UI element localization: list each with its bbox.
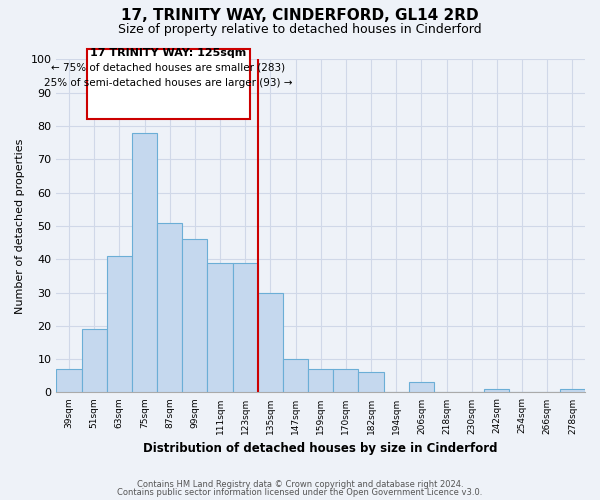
X-axis label: Distribution of detached houses by size in Cinderford: Distribution of detached houses by size … xyxy=(143,442,498,455)
Text: Contains HM Land Registry data © Crown copyright and database right 2024.: Contains HM Land Registry data © Crown c… xyxy=(137,480,463,489)
Bar xyxy=(132,132,157,392)
Bar xyxy=(308,369,333,392)
Bar xyxy=(82,329,107,392)
Bar xyxy=(208,262,233,392)
Bar xyxy=(333,369,358,392)
Bar xyxy=(283,359,308,392)
Bar xyxy=(182,239,208,392)
Bar xyxy=(233,262,258,392)
Bar xyxy=(560,389,585,392)
Text: Contains public sector information licensed under the Open Government Licence v3: Contains public sector information licen… xyxy=(118,488,482,497)
Bar xyxy=(157,222,182,392)
Bar xyxy=(107,256,132,392)
FancyBboxPatch shape xyxy=(86,50,250,119)
Text: 17, TRINITY WAY, CINDERFORD, GL14 2RD: 17, TRINITY WAY, CINDERFORD, GL14 2RD xyxy=(121,8,479,22)
Bar xyxy=(56,369,82,392)
Bar xyxy=(358,372,383,392)
Y-axis label: Number of detached properties: Number of detached properties xyxy=(15,138,25,314)
Text: 25% of semi-detached houses are larger (93) →: 25% of semi-detached houses are larger (… xyxy=(44,78,293,88)
Bar xyxy=(484,389,509,392)
Bar xyxy=(409,382,434,392)
Text: Size of property relative to detached houses in Cinderford: Size of property relative to detached ho… xyxy=(118,22,482,36)
Text: 17 TRINITY WAY: 125sqm: 17 TRINITY WAY: 125sqm xyxy=(91,48,247,58)
Text: ← 75% of detached houses are smaller (283): ← 75% of detached houses are smaller (28… xyxy=(52,62,286,72)
Bar xyxy=(258,292,283,392)
